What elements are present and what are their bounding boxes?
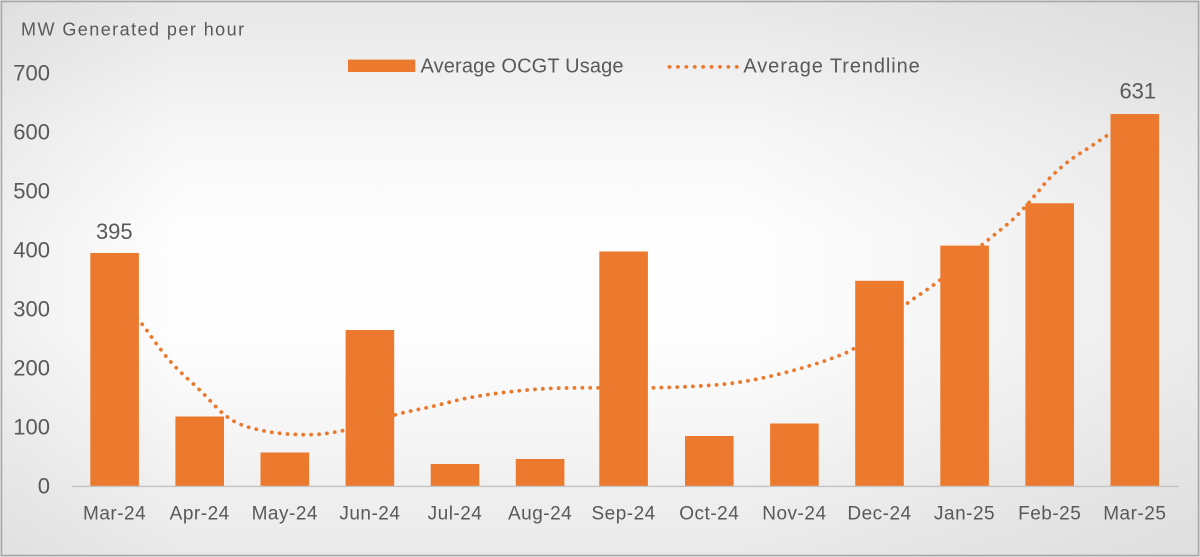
svg-text:0: 0: [38, 473, 50, 498]
svg-text:200: 200: [13, 355, 50, 380]
svg-text:Feb-25: Feb-25: [1018, 504, 1081, 525]
svg-text:100: 100: [13, 414, 50, 439]
svg-text:Aug-24: Aug-24: [508, 504, 572, 525]
svg-text:Nov-24: Nov-24: [762, 504, 826, 525]
svg-text:Mar-24: Mar-24: [83, 504, 146, 525]
svg-text:Oct-24: Oct-24: [679, 504, 739, 525]
svg-text:MW Generated per hour: MW Generated per hour: [21, 20, 246, 40]
svg-text:700: 700: [13, 60, 50, 85]
svg-text:Apr-24: Apr-24: [170, 504, 230, 525]
svg-text:Average OCGT Usage: Average OCGT Usage: [421, 56, 624, 78]
svg-text:400: 400: [13, 237, 50, 262]
svg-text:500: 500: [13, 178, 50, 203]
svg-text:Average Trendline: Average Trendline: [743, 56, 920, 78]
svg-text:631: 631: [1119, 79, 1156, 104]
svg-text:Sep-24: Sep-24: [591, 504, 655, 525]
svg-text:Dec-24: Dec-24: [847, 504, 911, 525]
svg-text:395: 395: [96, 219, 133, 244]
svg-text:600: 600: [13, 119, 50, 144]
svg-text:Jul-24: Jul-24: [428, 504, 483, 525]
svg-text:Mar-25: Mar-25: [1103, 504, 1166, 525]
svg-text:300: 300: [13, 296, 50, 321]
svg-text:May-24: May-24: [252, 504, 318, 525]
svg-text:Jan-25: Jan-25: [934, 504, 995, 525]
svg-text:Jun-24: Jun-24: [339, 504, 400, 525]
